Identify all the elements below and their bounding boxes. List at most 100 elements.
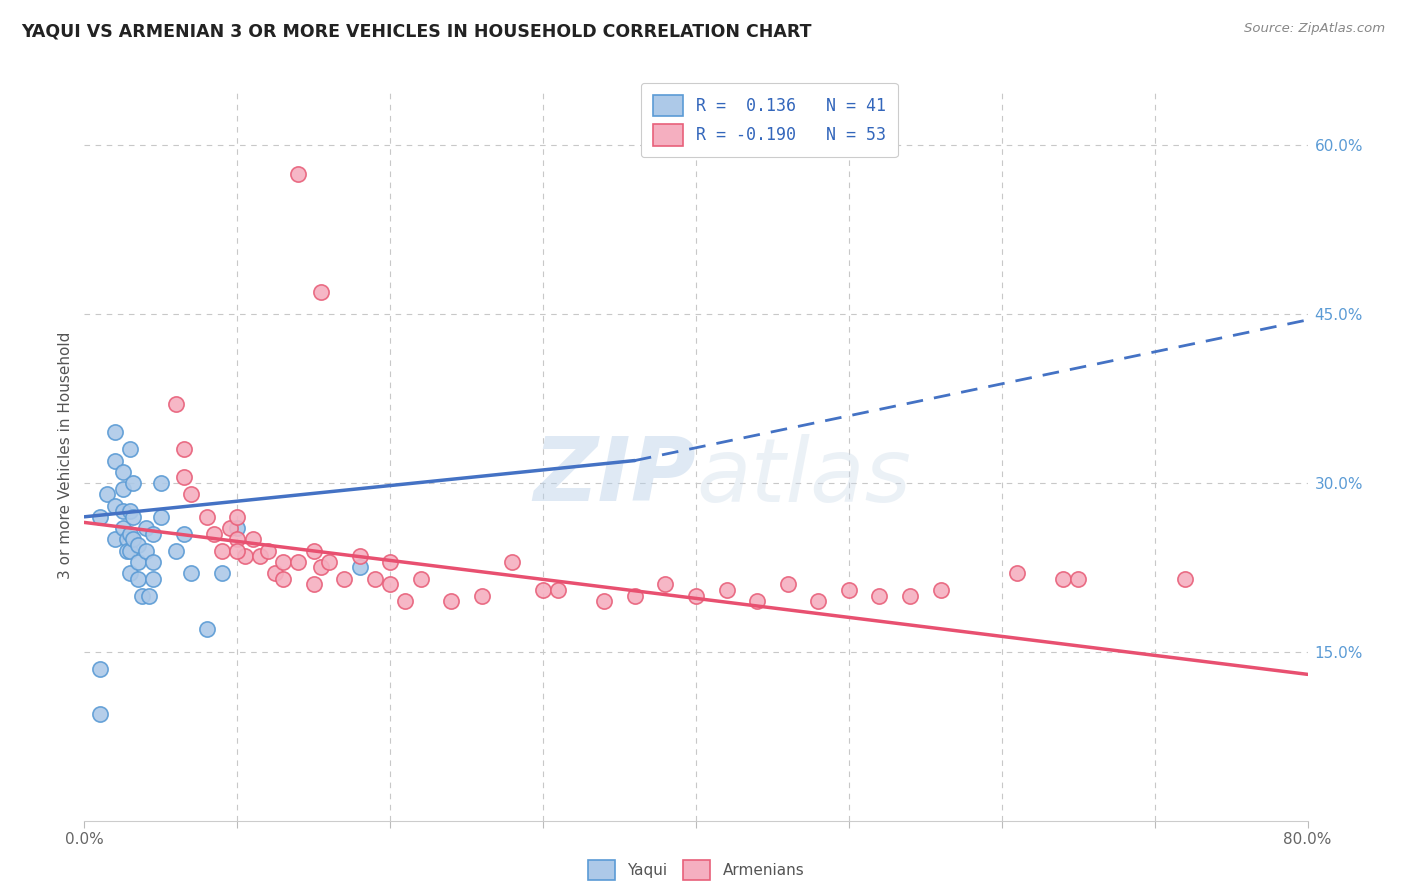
- Point: [127, 538, 149, 552]
- Point: [624, 589, 647, 603]
- Point: [120, 566, 142, 580]
- Point: [173, 442, 195, 457]
- Text: ZIP: ZIP: [533, 434, 696, 520]
- Point: [180, 566, 202, 580]
- Point: [440, 594, 463, 608]
- Point: [226, 543, 249, 558]
- Point: [1067, 572, 1090, 586]
- Point: [838, 582, 860, 597]
- Point: [1174, 572, 1197, 586]
- Point: [776, 577, 799, 591]
- Point: [349, 560, 371, 574]
- Point: [127, 572, 149, 586]
- Point: [747, 594, 769, 608]
- Point: [195, 509, 218, 524]
- Point: [333, 572, 356, 586]
- Point: [96, 487, 118, 501]
- Point: [287, 167, 309, 181]
- Point: [264, 566, 287, 580]
- Point: [89, 662, 111, 676]
- Point: [349, 549, 371, 564]
- Point: [929, 582, 952, 597]
- Point: [135, 543, 157, 558]
- Point: [685, 589, 707, 603]
- Text: YAQUI VS ARMENIAN 3 OR MORE VEHICLES IN HOUSEHOLD CORRELATION CHART: YAQUI VS ARMENIAN 3 OR MORE VEHICLES IN …: [21, 22, 811, 40]
- Point: [149, 476, 172, 491]
- Point: [165, 397, 187, 411]
- Point: [115, 533, 138, 547]
- Point: [149, 509, 172, 524]
- Point: [226, 521, 249, 535]
- Point: [409, 572, 432, 586]
- Point: [218, 521, 240, 535]
- Point: [807, 594, 830, 608]
- Point: [173, 470, 195, 484]
- Point: [471, 589, 494, 603]
- Y-axis label: 3 or more Vehicles in Household: 3 or more Vehicles in Household: [58, 331, 73, 579]
- Point: [249, 549, 271, 564]
- Point: [122, 476, 145, 491]
- Point: [311, 285, 333, 299]
- Point: [138, 589, 160, 603]
- Point: [120, 504, 142, 518]
- Point: [318, 555, 340, 569]
- Point: [287, 555, 309, 569]
- Point: [1052, 572, 1074, 586]
- Point: [127, 555, 149, 569]
- Point: [142, 555, 165, 569]
- Point: [120, 526, 142, 541]
- Point: [111, 465, 134, 479]
- Point: [165, 543, 187, 558]
- Point: [502, 555, 524, 569]
- Point: [394, 594, 416, 608]
- Point: [131, 589, 153, 603]
- Point: [122, 509, 145, 524]
- Point: [173, 526, 195, 541]
- Point: [120, 442, 142, 457]
- Point: [104, 499, 127, 513]
- Point: [226, 509, 249, 524]
- Point: [115, 543, 138, 558]
- Point: [233, 549, 256, 564]
- Point: [257, 543, 280, 558]
- Point: [898, 589, 921, 603]
- Point: [122, 533, 145, 547]
- Point: [242, 533, 264, 547]
- Point: [531, 582, 554, 597]
- Point: [111, 504, 134, 518]
- Legend: Yaqui, Armenians: Yaqui, Armenians: [582, 855, 810, 886]
- Point: [271, 555, 294, 569]
- Point: [271, 572, 294, 586]
- Point: [380, 555, 402, 569]
- Text: atlas: atlas: [696, 434, 911, 520]
- Point: [142, 572, 165, 586]
- Point: [195, 623, 218, 637]
- Point: [226, 533, 249, 547]
- Point: [180, 487, 202, 501]
- Point: [111, 521, 134, 535]
- Point: [120, 543, 142, 558]
- Point: [364, 572, 387, 586]
- Point: [202, 526, 225, 541]
- Point: [547, 582, 569, 597]
- Point: [211, 543, 233, 558]
- Point: [716, 582, 738, 597]
- Point: [593, 594, 616, 608]
- Point: [869, 589, 891, 603]
- Point: [142, 526, 165, 541]
- Point: [302, 543, 325, 558]
- Text: Source: ZipAtlas.com: Source: ZipAtlas.com: [1244, 22, 1385, 36]
- Point: [302, 577, 325, 591]
- Point: [111, 482, 134, 496]
- Point: [311, 560, 333, 574]
- Point: [89, 706, 111, 721]
- Point: [135, 521, 157, 535]
- Point: [89, 509, 111, 524]
- Point: [104, 533, 127, 547]
- Point: [654, 577, 676, 591]
- Point: [104, 425, 127, 440]
- Point: [211, 566, 233, 580]
- Point: [1005, 566, 1028, 580]
- Point: [104, 453, 127, 467]
- Point: [380, 577, 402, 591]
